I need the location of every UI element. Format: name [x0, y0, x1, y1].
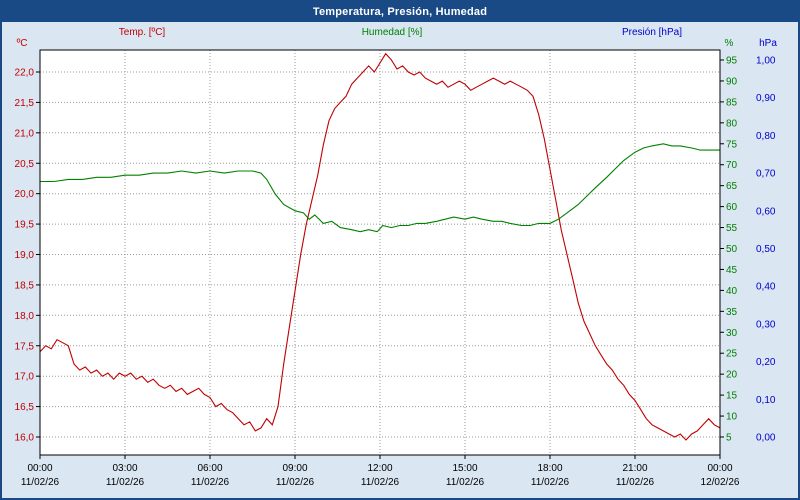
- series-lines: [39, 52, 721, 441]
- temp-unit-label: ºC: [17, 38, 28, 49]
- svg-text:21,0: 21,0: [15, 128, 35, 139]
- gridlines: [39, 50, 721, 455]
- svg-text:20,5: 20,5: [15, 159, 35, 170]
- svg-text:18:00: 18:00: [537, 463, 562, 474]
- svg-text:0,50: 0,50: [756, 244, 776, 255]
- humidity-unit-label: %: [725, 38, 734, 49]
- svg-text:0,10: 0,10: [756, 395, 776, 406]
- plot-background: [40, 50, 720, 455]
- legend: Temp. [ºC] Humedad [%] Presión [hPa]: [119, 27, 682, 38]
- svg-text:0,20: 0,20: [756, 357, 776, 368]
- svg-text:03:00: 03:00: [112, 463, 137, 474]
- svg-text:20,0: 20,0: [15, 189, 35, 200]
- chart-canvas: 16,0 16,5 17,0 17,5 18,0 18,5 19,0 19,5 20,0 20,5…: [15, 27, 778, 488]
- svg-text:22,0: 22,0: [15, 68, 35, 79]
- svg-text:85: 85: [726, 97, 738, 108]
- humidity-axis: 5 10 15 20 25 30 35 40 45 50 55 60 65 70 75 80 85 90 95: [720, 56, 738, 444]
- svg-text:12/02/26: 12/02/26: [701, 477, 740, 488]
- svg-text:90: 90: [726, 76, 738, 87]
- svg-text:0,70: 0,70: [756, 169, 776, 180]
- svg-text:45: 45: [726, 265, 738, 276]
- svg-text:09:00: 09:00: [282, 463, 307, 474]
- svg-text:0,40: 0,40: [756, 282, 776, 293]
- svg-text:11/02/26: 11/02/26: [361, 477, 400, 488]
- series-line-humidity: [40, 143, 720, 233]
- svg-text:0,60: 0,60: [756, 206, 776, 217]
- svg-text:0,30: 0,30: [756, 319, 776, 330]
- svg-text:0,90: 0,90: [756, 93, 776, 104]
- svg-text:11/02/26: 11/02/26: [21, 477, 60, 488]
- svg-text:11/02/26: 11/02/26: [531, 477, 570, 488]
- svg-text:00:00: 00:00: [27, 463, 52, 474]
- svg-text:11/02/26: 11/02/26: [106, 477, 145, 488]
- svg-text:70: 70: [726, 160, 738, 171]
- svg-text:21:00: 21:00: [622, 463, 647, 474]
- svg-text:12:00: 12:00: [367, 463, 392, 474]
- pressure-unit-label: hPa: [759, 38, 777, 49]
- svg-text:17,0: 17,0: [15, 372, 35, 383]
- window-titlebar: Temperatura, Presión, Humedad: [2, 2, 798, 22]
- series-line-temp: [39, 52, 721, 441]
- svg-text:19,0: 19,0: [15, 250, 35, 261]
- svg-text:11/02/26: 11/02/26: [191, 477, 230, 488]
- svg-text:40: 40: [726, 286, 738, 297]
- svg-text:19,5: 19,5: [15, 220, 35, 231]
- svg-text:15: 15: [726, 391, 738, 402]
- svg-text:55: 55: [726, 223, 738, 234]
- svg-text:17,5: 17,5: [15, 341, 35, 352]
- svg-text:06:00: 06:00: [197, 463, 222, 474]
- svg-text:1,00: 1,00: [756, 56, 776, 67]
- svg-text:60: 60: [726, 202, 738, 213]
- svg-text:00:00: 00:00: [707, 463, 732, 474]
- svg-text:95: 95: [726, 56, 738, 67]
- legend-pressure: Presión [hPa]: [622, 27, 682, 38]
- svg-text:16,5: 16,5: [15, 402, 35, 413]
- svg-text:35: 35: [726, 307, 738, 318]
- svg-text:18,0: 18,0: [15, 311, 35, 322]
- legend-humidity: Humedad [%]: [362, 27, 423, 38]
- svg-text:10: 10: [726, 412, 738, 423]
- svg-text:15:00: 15:00: [452, 463, 477, 474]
- svg-text:25: 25: [726, 349, 738, 360]
- x-axis: 00:00 11/02/26 03:00 11/02/26 06:00 11/02/26 0…: [21, 455, 740, 488]
- svg-text:5: 5: [726, 433, 732, 444]
- svg-text:16,0: 16,0: [15, 433, 35, 444]
- svg-text:75: 75: [726, 139, 738, 150]
- axis-units: ºC% hPa: [17, 38, 778, 49]
- temp-axis: 16,0 16,5 17,0 17,5 18,0 18,5 19,0 19,5 20,0 20,5…: [15, 68, 40, 444]
- svg-text:50: 50: [726, 244, 738, 255]
- svg-text:11/02/26: 11/02/26: [616, 477, 655, 488]
- svg-text:65: 65: [726, 181, 738, 192]
- window-title: Temperatura, Presión, Humedad: [312, 6, 488, 18]
- legend-temp: Temp. [ºC]: [119, 27, 166, 38]
- svg-text:20: 20: [726, 370, 738, 381]
- svg-text:80: 80: [726, 118, 738, 129]
- svg-text:0,00: 0,00: [756, 433, 776, 444]
- pressure-axis: 0,00 0,10 0,20 0,30 0,40 0,50 0,60 0,70 0,80 0,90…: [756, 56, 776, 444]
- svg-text:11/02/26: 11/02/26: [276, 477, 315, 488]
- svg-text:11/02/26: 11/02/26: [446, 477, 485, 488]
- svg-text:18,5: 18,5: [15, 280, 35, 291]
- svg-text:21,5: 21,5: [15, 98, 35, 109]
- svg-text:30: 30: [726, 328, 738, 339]
- svg-text:0,80: 0,80: [756, 131, 776, 142]
